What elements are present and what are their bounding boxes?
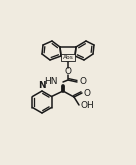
Text: O: O	[64, 66, 72, 76]
Text: N: N	[38, 82, 46, 90]
Text: OH: OH	[81, 100, 94, 110]
Text: O: O	[79, 78, 86, 86]
Text: Abs: Abs	[63, 55, 73, 60]
FancyBboxPatch shape	[61, 54, 75, 61]
Text: O: O	[84, 88, 90, 98]
Text: HN: HN	[44, 78, 58, 86]
